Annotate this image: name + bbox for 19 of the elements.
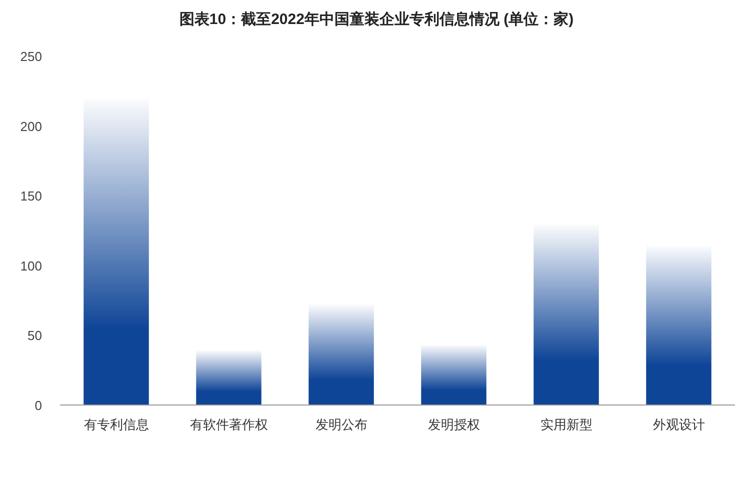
x-tick-label: 有软件著作权	[190, 417, 268, 432]
y-tick-label: 0	[34, 398, 42, 413]
y-tick-label: 100	[20, 258, 42, 274]
y-tick-label: 50	[28, 328, 42, 344]
bar	[421, 344, 486, 405]
bar	[646, 246, 712, 405]
bar	[196, 350, 262, 405]
y-tick-label: 250	[20, 49, 42, 64]
x-tick-label: 外观设计	[652, 417, 705, 432]
chart-title: 图表10：截至2022年中国童装企业专利信息情况 (单位：家)	[179, 10, 574, 28]
bar	[84, 99, 149, 405]
x-tick-label: 实用新型	[540, 417, 592, 432]
y-tick-label: 200	[20, 118, 42, 134]
y-tick-label: 150	[20, 188, 42, 204]
bar	[308, 304, 374, 405]
x-tick-label: 发明授权	[428, 417, 480, 432]
x-tick-label: 发明公布	[315, 417, 368, 432]
x-tick-label: 有专利信息	[84, 417, 149, 432]
bar	[534, 224, 599, 405]
